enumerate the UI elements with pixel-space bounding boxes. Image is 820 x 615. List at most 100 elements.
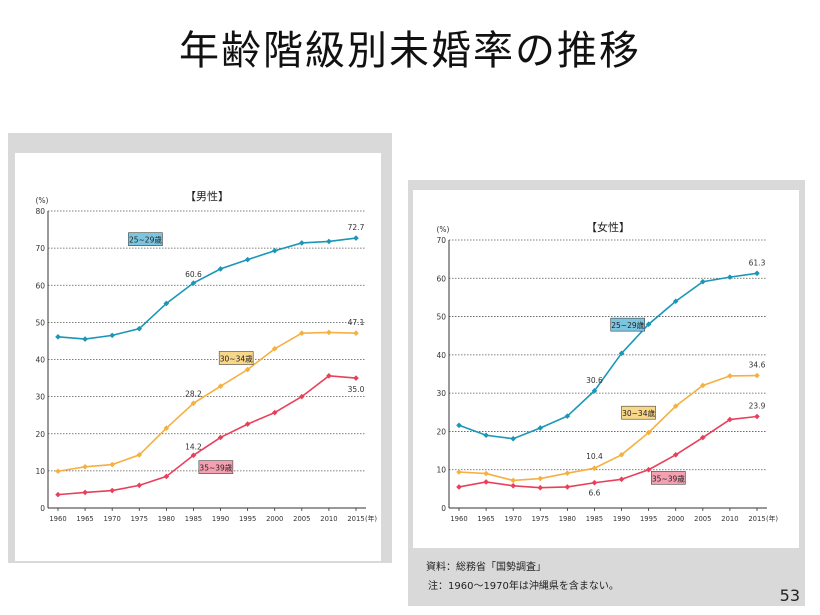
- female-x-tick-label: 2010: [721, 515, 738, 523]
- female-data-point: [537, 425, 544, 431]
- male-data-point: [190, 452, 197, 459]
- male-y-tick-label: 10: [35, 467, 45, 476]
- male-data-label: 60.6: [185, 270, 202, 279]
- male-data-point: [353, 235, 359, 241]
- male-data-point: [136, 452, 143, 458]
- male-data-point: [271, 247, 278, 254]
- male-x-tick-label: 1985: [185, 515, 202, 523]
- male-data-label: 72.7: [348, 223, 365, 232]
- female-data-label: 10.4: [586, 452, 603, 461]
- male-data-point: [190, 280, 197, 286]
- female-x-tick-label: 1985: [586, 515, 603, 523]
- male-data-point: [299, 393, 305, 400]
- female-series-line: [458, 415, 758, 489]
- female-series-label: 30~34歳: [622, 408, 655, 418]
- male-series-label: 25~29歳: [129, 235, 162, 245]
- male-chart-title: 【男性】: [185, 189, 229, 203]
- page-number: 53: [779, 586, 800, 605]
- female-data-label: 61.3: [749, 258, 766, 267]
- female-x-tick-label: 2005: [694, 515, 711, 523]
- female-data-point: [672, 298, 679, 305]
- male-series-label-box: [128, 232, 163, 246]
- male-y-unit-label: (%): [36, 196, 49, 205]
- male-x-tick-label: 1995: [239, 515, 256, 523]
- female-x-tick-label: 1990: [613, 515, 630, 523]
- female-x-tick-label: 2015: [748, 515, 765, 523]
- female-chart-title: 【女性】: [586, 220, 630, 234]
- female-y-unit-label: (%): [437, 225, 450, 234]
- male-series-label-box: [218, 351, 254, 365]
- male-data-point: [217, 434, 224, 441]
- female-data-point: [483, 470, 489, 477]
- female-data-label: 6.6: [588, 489, 600, 498]
- female-y-tick-label: 70: [436, 236, 446, 245]
- male-y-tick-label: 30: [35, 393, 45, 402]
- male-data-point: [163, 425, 170, 431]
- female-x-unit-label: (年): [766, 514, 778, 523]
- female-data-point: [727, 416, 733, 423]
- female-y-tick-label: 10: [436, 466, 446, 475]
- male-data-label: 47.1: [348, 318, 365, 327]
- female-data-point: [591, 479, 598, 486]
- male-data-point: [217, 266, 224, 272]
- male-series-line: [57, 331, 357, 473]
- female-y-tick-label: 40: [436, 351, 446, 360]
- female-series-line: [458, 374, 758, 482]
- male-data-point: [326, 373, 332, 379]
- female-y-tick-label: 20: [436, 427, 446, 436]
- female-data-point: [537, 484, 544, 491]
- female-data-point: [700, 434, 706, 441]
- female-series-label-box: [651, 470, 686, 485]
- female-data-point: [700, 278, 706, 285]
- female-data-point: [510, 477, 516, 484]
- male-x-tick-label: 2010: [320, 515, 337, 523]
- male-data-label: 14.2: [185, 442, 202, 451]
- male-data-point: [163, 300, 170, 307]
- female-x-tick-label: 1975: [532, 515, 549, 523]
- female-data-point: [483, 432, 489, 439]
- female-x-tick-label: 1970: [505, 515, 522, 523]
- female-data-point: [591, 465, 598, 471]
- female-data-label: 23.9: [749, 401, 766, 410]
- female-data-point: [754, 372, 760, 379]
- male-x-tick-label: 1990: [212, 515, 229, 523]
- female-data-point: [510, 435, 516, 442]
- slide-title: 年齢階級別未婚率の推移: [179, 28, 641, 74]
- male-data-point: [190, 400, 197, 407]
- male-data-point: [299, 330, 305, 336]
- female-data-point: [483, 479, 489, 485]
- female-data-point: [727, 373, 733, 379]
- male-data-point: [244, 421, 251, 427]
- female-data-point: [564, 413, 571, 419]
- male-y-tick-label: 0: [40, 504, 45, 513]
- female-data-point: [618, 350, 625, 357]
- male-data-point: [82, 463, 88, 470]
- male-x-tick-label: 2015: [347, 515, 364, 523]
- female-data-point: [618, 451, 625, 458]
- male-y-tick-label: 60: [35, 281, 45, 290]
- female-data-point: [456, 422, 462, 429]
- male-data-label: 28.2: [185, 389, 202, 398]
- male-data-point: [163, 473, 170, 480]
- male-y-tick-label: 40: [35, 356, 45, 365]
- female-series-label-box: [610, 317, 646, 332]
- male-x-tick-label: 1965: [76, 515, 93, 523]
- male-data-point: [136, 325, 143, 332]
- female-unmarried-rate-chart: 【女性】 (%) 0 10 20 30 40 50 60 70 1960 1965 1970 1975 19…: [436, 220, 778, 523]
- male-data-point: [244, 256, 251, 263]
- female-data-point: [672, 451, 679, 458]
- male-data-point: [82, 336, 88, 342]
- source-note: 資料：総務省「国勢調査」: [426, 562, 546, 573]
- female-series-label-box: [621, 405, 656, 420]
- female-x-tick-label: 1965: [477, 515, 494, 523]
- female-data-label: 30.6: [586, 376, 603, 385]
- female-data-point: [727, 274, 733, 280]
- female-data-point: [618, 476, 625, 483]
- male-x-tick-label: 2005: [293, 515, 310, 523]
- female-data-label: 34.6: [749, 361, 766, 370]
- female-data-point: [645, 321, 652, 328]
- female-data-point: [564, 484, 571, 490]
- female-series-line: [458, 272, 758, 440]
- male-x-tick-label: 1980: [158, 515, 175, 523]
- male-series-line: [57, 375, 357, 496]
